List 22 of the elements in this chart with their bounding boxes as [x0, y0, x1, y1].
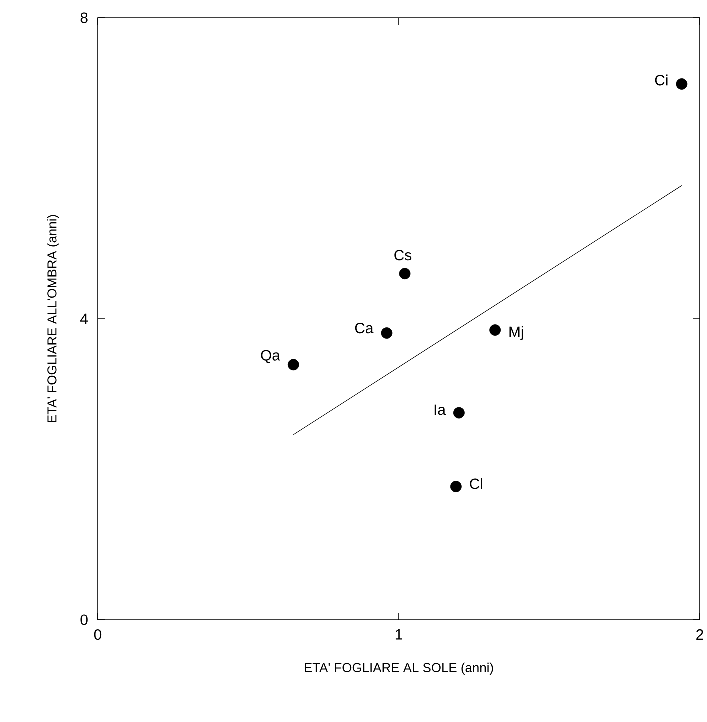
point — [676, 78, 688, 90]
y-tick-label: 0 — [80, 614, 88, 626]
point — [399, 268, 410, 280]
annotation: Ca — [355, 323, 374, 334]
annotation: Qa — [260, 350, 280, 364]
point — [489, 324, 501, 336]
y-tick-label: 4 — [80, 314, 88, 324]
annotation: Ia — [434, 404, 446, 416]
point — [453, 407, 465, 419]
annotation: Cs — [394, 250, 412, 261]
x-tick-label: 2 — [696, 630, 704, 640]
x-tick-label: 0 — [94, 630, 102, 640]
y-tick-label: 8 — [80, 12, 88, 24]
annotation: Ci — [655, 74, 668, 86]
point — [288, 359, 300, 371]
point — [381, 328, 392, 339]
y-axis-title: ETA' FOGLIARE ALL'OMBRA (anni) — [47, 215, 60, 422]
x-tick-label: 1 — [396, 630, 402, 640]
point — [450, 481, 462, 493]
annotation: Cl — [470, 478, 482, 490]
x-axis-title: ETA' FOGLIARE AL SOLE (anni) — [304, 662, 494, 676]
annotation: Mj — [510, 326, 524, 340]
